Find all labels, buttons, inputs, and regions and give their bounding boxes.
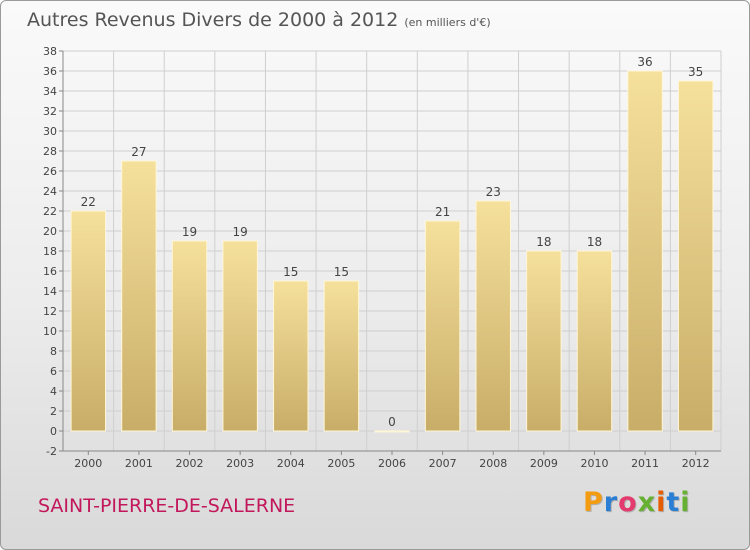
y-tick-label: 38 xyxy=(43,45,57,58)
bar-2000 xyxy=(70,210,107,432)
x-tick-label-2012: 2012 xyxy=(682,457,710,470)
y-tick-label: 2 xyxy=(50,405,57,418)
chart-title: Autres Revenus Divers de 2000 à 2012 (en … xyxy=(27,9,491,31)
data-label-2009: 18 xyxy=(536,235,551,249)
bar-2007 xyxy=(424,220,461,432)
x-tick-label-2006: 2006 xyxy=(378,457,406,470)
data-label-2008: 23 xyxy=(486,185,501,199)
data-label-2004: 15 xyxy=(283,265,298,279)
data-label-2005: 15 xyxy=(334,265,349,279)
bar-2012 xyxy=(677,80,714,432)
y-tick-label: 10 xyxy=(43,325,57,338)
data-label-2007: 21 xyxy=(435,205,450,219)
y-tick-label: 22 xyxy=(43,205,57,218)
x-tick-label-2007: 2007 xyxy=(429,457,457,470)
chart-unit: (en milliers d'€) xyxy=(404,16,491,29)
bar-2002 xyxy=(171,240,208,432)
y-tick-label: 24 xyxy=(43,185,57,198)
bar-2010 xyxy=(576,250,613,432)
y-tick-label: 14 xyxy=(43,285,57,298)
x-tick-label-2005: 2005 xyxy=(327,457,355,470)
bar-2011 xyxy=(627,70,663,432)
bar-2001 xyxy=(121,160,157,432)
town-name: SAINT-PIERRE-DE-SALERNE xyxy=(38,495,296,517)
data-label-2006: 0 xyxy=(388,415,396,429)
y-tick-label: -2 xyxy=(46,445,57,458)
data-label-2001: 27 xyxy=(131,145,146,159)
bar-2005 xyxy=(323,280,360,432)
data-label-2003: 19 xyxy=(233,225,248,239)
y-tick-label: 32 xyxy=(43,105,57,118)
x-tick-label-2002: 2002 xyxy=(176,457,204,470)
y-tick-label: 20 xyxy=(43,225,57,238)
x-tick-label-2004: 2004 xyxy=(277,457,305,470)
proxiti-logo: Proxiti xyxy=(583,487,691,518)
bar-2004 xyxy=(273,280,309,432)
data-label-2012: 35 xyxy=(688,65,703,79)
y-tick-label: 8 xyxy=(50,345,57,358)
y-tick-label: 28 xyxy=(43,145,57,158)
bar-2008 xyxy=(475,200,511,432)
y-tick-label: 36 xyxy=(43,65,57,78)
y-tick-label: 12 xyxy=(43,305,57,318)
x-tick-label-2000: 2000 xyxy=(74,457,102,470)
x-tick-label-2001: 2001 xyxy=(125,457,153,470)
bar-2009 xyxy=(526,250,562,432)
x-tick-label-2010: 2010 xyxy=(580,457,608,470)
y-tick-label: 0 xyxy=(50,425,57,438)
y-tick-label: 34 xyxy=(43,85,57,98)
data-label-2000: 22 xyxy=(81,195,96,209)
bar-2006 xyxy=(374,430,410,433)
data-label-2002: 19 xyxy=(182,225,197,239)
x-tick-label-2009: 2009 xyxy=(530,457,558,470)
bar-2003 xyxy=(222,240,258,432)
y-tick-label: 30 xyxy=(43,125,57,138)
x-tick-label-2008: 2008 xyxy=(479,457,507,470)
y-tick-label: 26 xyxy=(43,165,57,178)
x-tick-label-2011: 2011 xyxy=(631,457,659,470)
y-tick-label: 6 xyxy=(50,365,57,378)
chart-title-text: Autres Revenus Divers de 2000 à 2012 xyxy=(27,9,399,31)
x-tick-label-2003: 2003 xyxy=(226,457,254,470)
data-label-2010: 18 xyxy=(587,235,602,249)
y-tick-label: 4 xyxy=(50,385,57,398)
data-label-2011: 36 xyxy=(637,55,652,69)
y-tick-label: 16 xyxy=(43,265,57,278)
y-tick-label: 18 xyxy=(43,245,57,258)
